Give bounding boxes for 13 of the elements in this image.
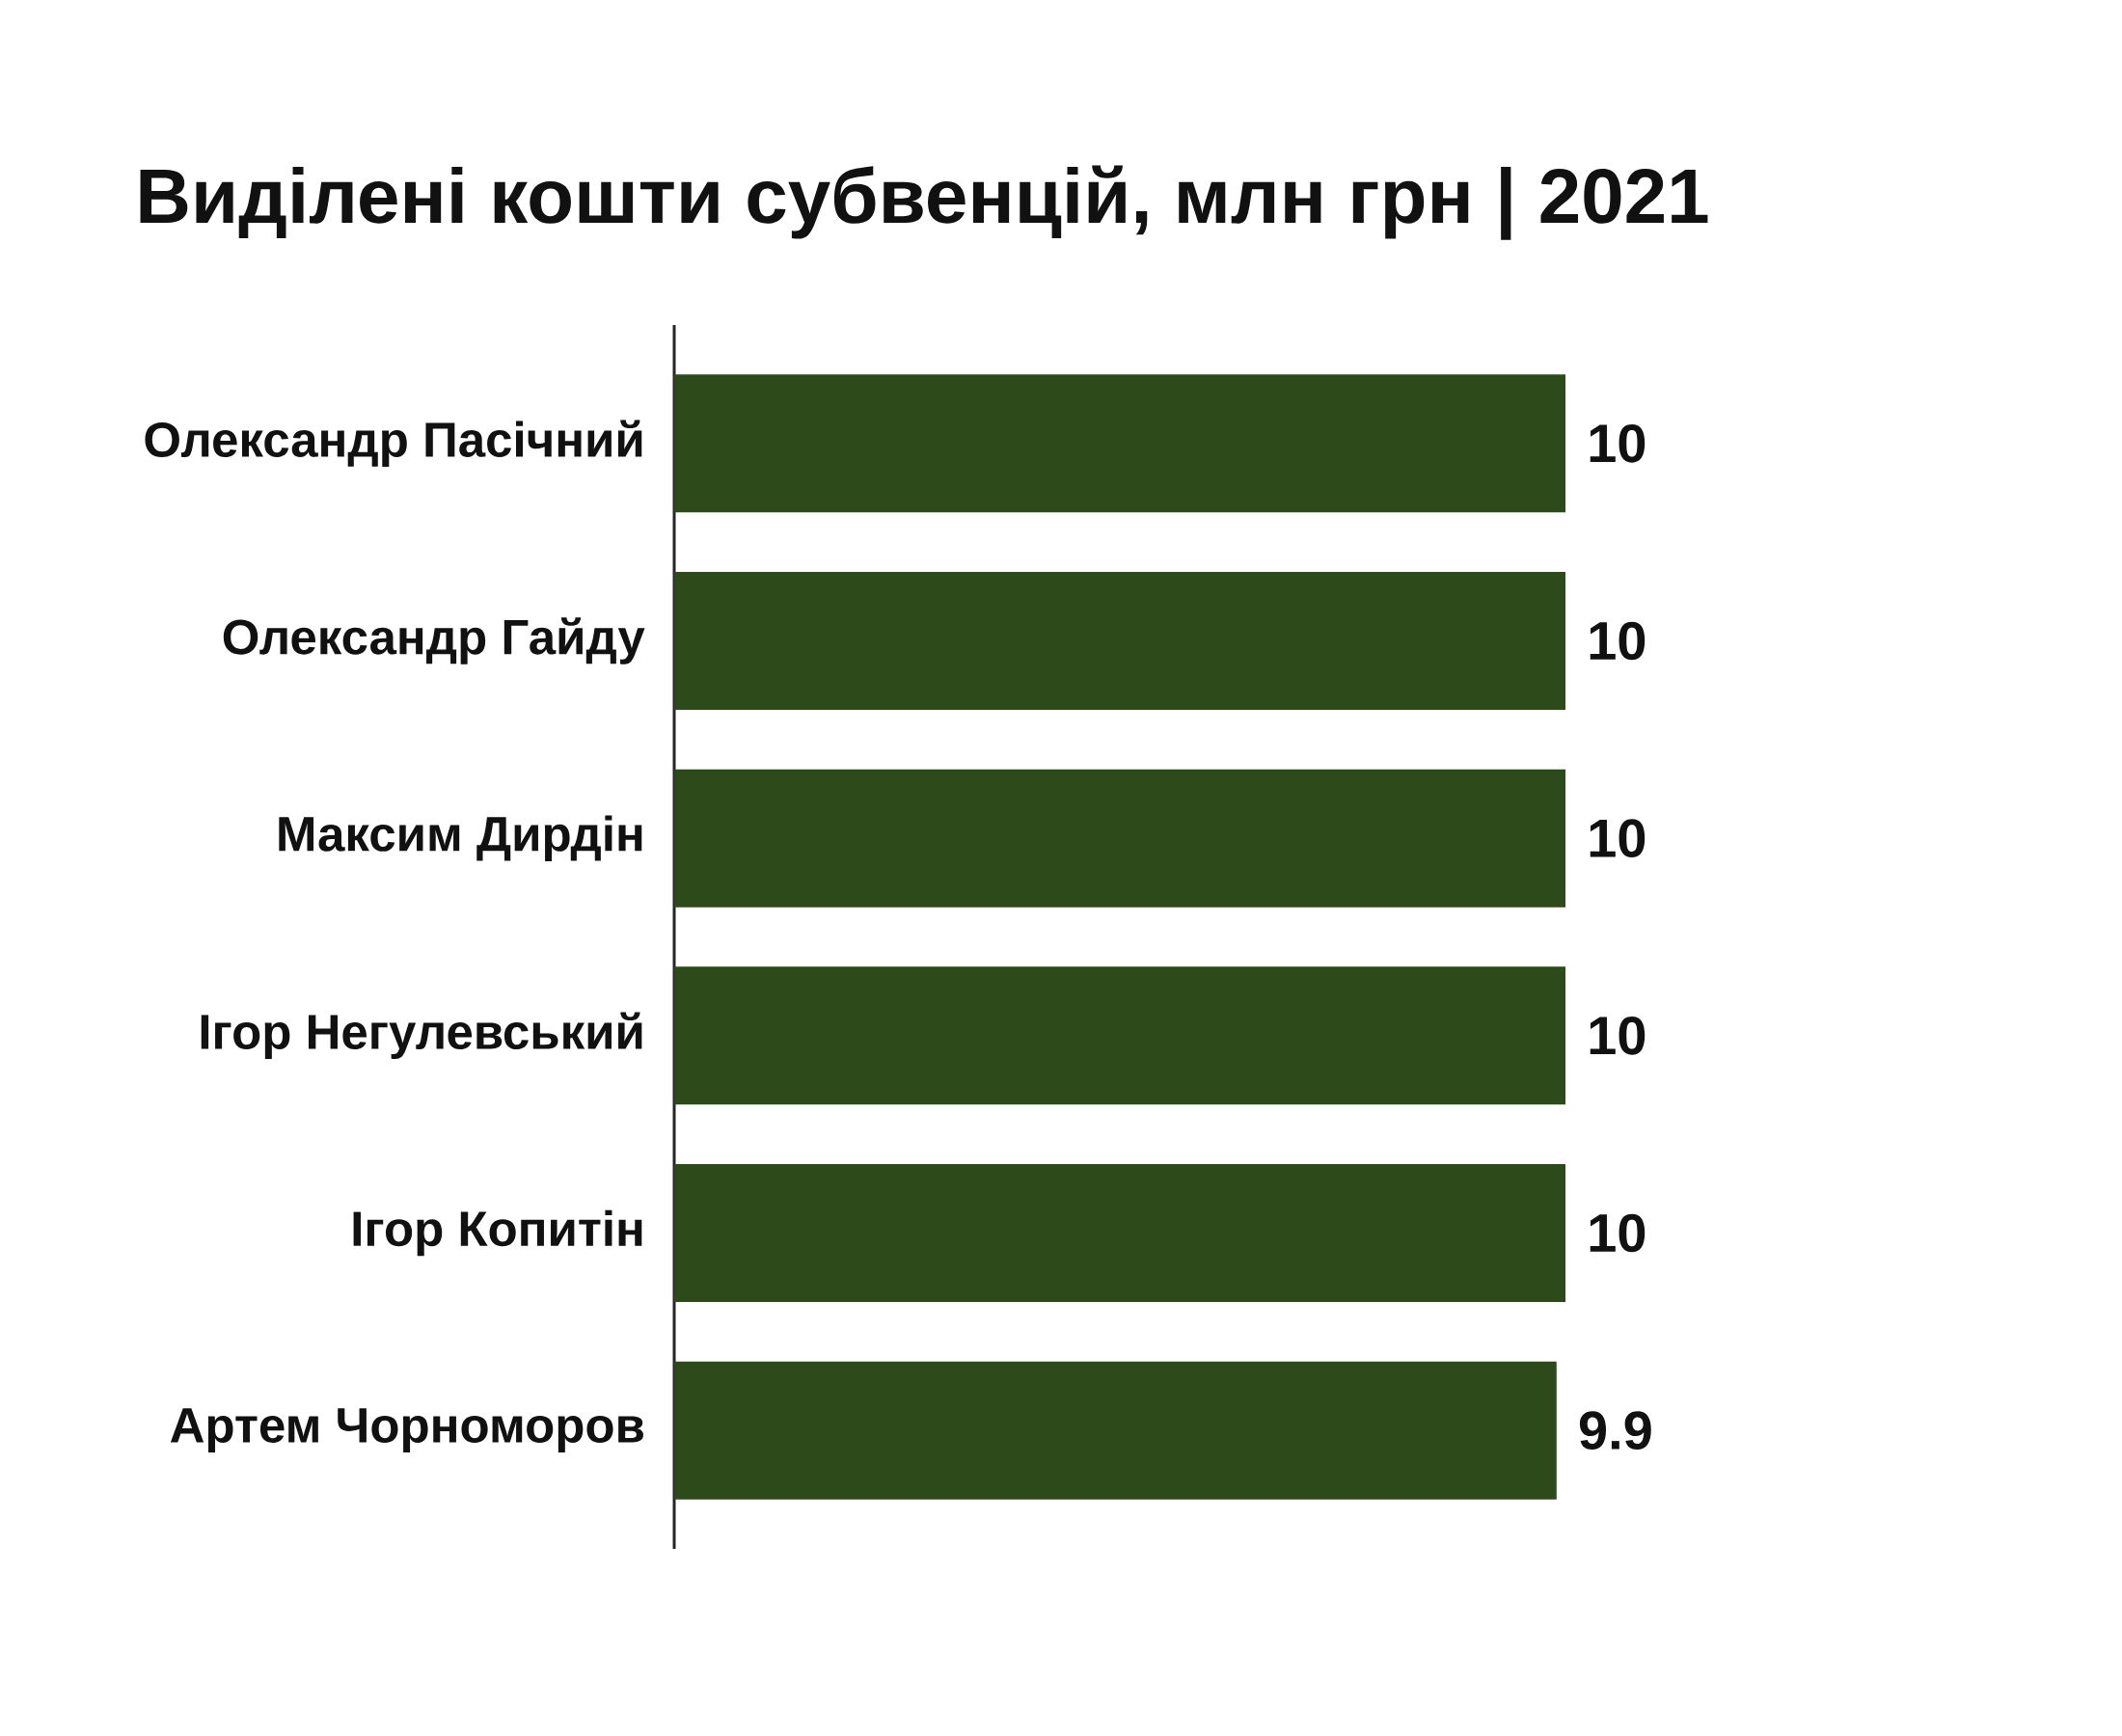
data-label: 10 [1590,1213,1646,1253]
data-label: 10 [1590,621,1646,661]
y-tick-label: Ігор Копитін [353,1209,642,1257]
data-label: 10 [1590,423,1646,463]
y-tick-label: Олександр Пасічний [145,420,642,468]
y-tick-label: Олександр Гайду [223,617,645,665]
data-label: 10 [1590,819,1646,857]
chart-title: Виділені кошти субвенцій, млн грн | 2021 [140,165,1708,240]
y-tick-label: Ігор Негулевський [201,1012,642,1060]
data-label: 10 [1590,1017,1646,1055]
data-label: 9.9 [1579,1411,1651,1451]
y-tick-label: Артем Чорноморов [170,1408,643,1453]
y-tick-label: Максим Дирдін [279,815,642,861]
